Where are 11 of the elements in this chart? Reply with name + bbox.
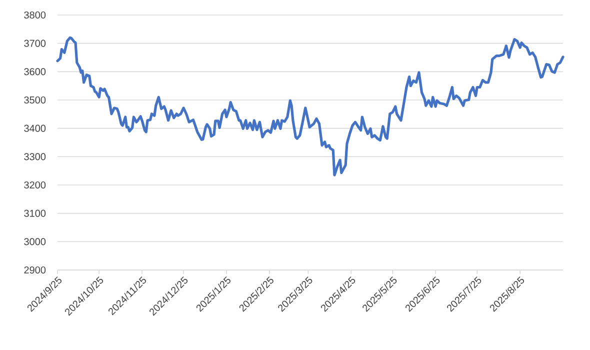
y-tick-label: 3400 [24, 124, 46, 132]
line-series [56, 36, 564, 176]
y-tick-label: 3700 [24, 40, 46, 47]
y-tick-label: 3600 [24, 68, 46, 76]
y-tick-label: 3500 [24, 96, 46, 104]
y-tick-label: 3200 [24, 181, 46, 189]
y-tick-label: 2900 [24, 266, 46, 274]
y-tick-label: 3300 [24, 153, 46, 160]
y-tick-label: 3000 [24, 238, 46, 246]
y-tick-label: 3800 [24, 11, 46, 19]
y-tick-label: 3100 [24, 210, 46, 217]
